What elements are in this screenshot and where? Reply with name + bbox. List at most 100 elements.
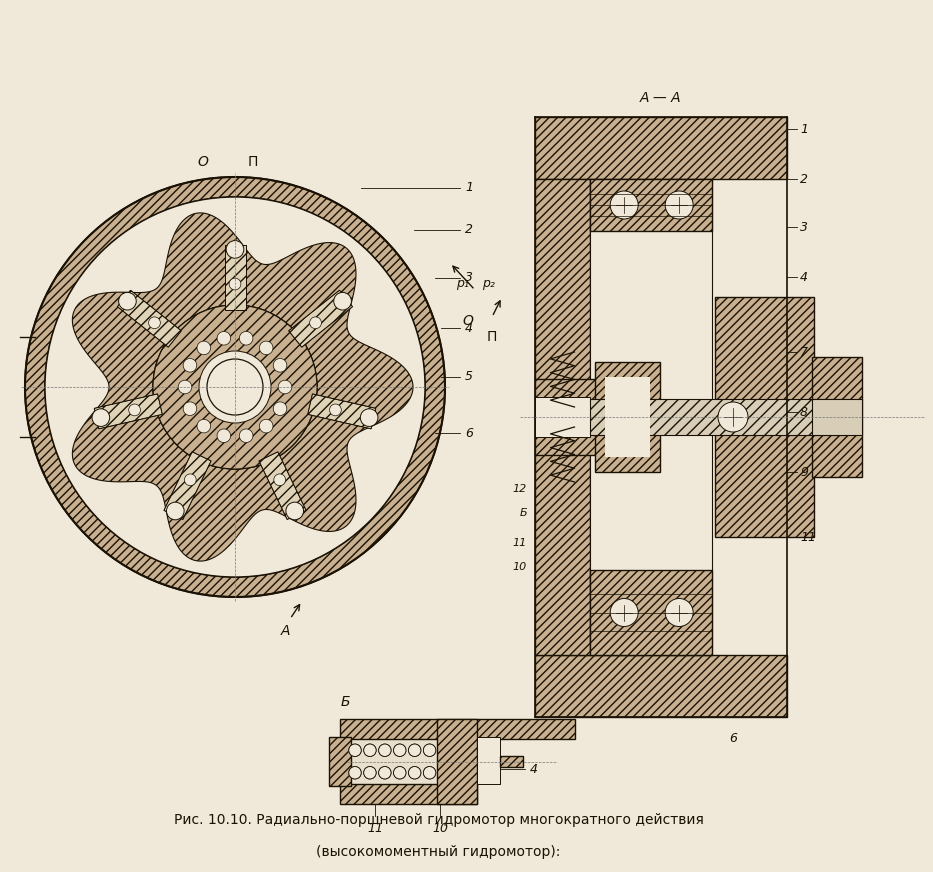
- Circle shape: [334, 292, 352, 310]
- Circle shape: [665, 598, 693, 626]
- Circle shape: [349, 766, 361, 779]
- Circle shape: [718, 402, 748, 432]
- Circle shape: [153, 305, 317, 469]
- Circle shape: [394, 766, 406, 779]
- Circle shape: [379, 744, 391, 756]
- Bar: [605, 377, 650, 457]
- Circle shape: [166, 502, 184, 520]
- Circle shape: [424, 766, 436, 779]
- Text: 11: 11: [367, 822, 383, 835]
- Text: 1: 1: [800, 122, 808, 135]
- Bar: [715, 297, 814, 537]
- Bar: [535, 655, 787, 717]
- Circle shape: [409, 766, 421, 779]
- Circle shape: [259, 419, 273, 433]
- Text: 12: 12: [513, 484, 527, 494]
- Circle shape: [226, 241, 244, 258]
- Text: 10: 10: [432, 822, 448, 835]
- Circle shape: [379, 766, 391, 779]
- Bar: [535, 397, 590, 437]
- Text: 3: 3: [800, 221, 808, 234]
- Bar: [590, 399, 847, 435]
- Circle shape: [45, 197, 425, 577]
- Circle shape: [364, 744, 376, 756]
- Circle shape: [153, 305, 317, 469]
- Text: 4: 4: [465, 322, 473, 335]
- Circle shape: [360, 409, 378, 426]
- Text: Б: Б: [520, 508, 527, 518]
- Bar: [329, 737, 351, 786]
- Bar: [347, 739, 437, 784]
- Circle shape: [424, 744, 436, 756]
- Text: А — А: А — А: [640, 91, 682, 105]
- Text: О: О: [463, 314, 473, 328]
- Text: А: А: [280, 624, 290, 638]
- Circle shape: [394, 744, 406, 756]
- Circle shape: [364, 744, 376, 756]
- Circle shape: [409, 744, 421, 756]
- Bar: [590, 399, 847, 435]
- Circle shape: [610, 598, 638, 626]
- Text: 4: 4: [530, 762, 538, 775]
- Circle shape: [665, 191, 693, 219]
- Polygon shape: [118, 290, 181, 347]
- Bar: [340, 719, 575, 739]
- Polygon shape: [164, 452, 211, 520]
- Bar: [590, 570, 712, 655]
- Text: 2: 2: [800, 173, 808, 186]
- Circle shape: [349, 766, 361, 779]
- Polygon shape: [288, 290, 353, 347]
- Text: 1: 1: [465, 181, 473, 194]
- Bar: [812, 357, 862, 477]
- Text: 7: 7: [800, 345, 808, 358]
- Circle shape: [148, 317, 160, 329]
- Circle shape: [278, 380, 292, 394]
- Circle shape: [217, 429, 230, 443]
- Text: 6: 6: [729, 732, 737, 745]
- Bar: [477, 737, 500, 784]
- Circle shape: [329, 404, 341, 416]
- Text: (высокомоментный гидромотор):: (высокомоментный гидромотор):: [316, 845, 561, 859]
- Polygon shape: [225, 245, 245, 310]
- Polygon shape: [308, 394, 376, 429]
- Circle shape: [424, 744, 436, 756]
- Circle shape: [379, 766, 391, 779]
- Text: 3: 3: [465, 271, 473, 284]
- Bar: [340, 784, 477, 804]
- Wedge shape: [25, 177, 445, 597]
- Circle shape: [129, 404, 141, 416]
- Text: П: П: [248, 155, 258, 169]
- Circle shape: [230, 278, 241, 290]
- Circle shape: [199, 351, 271, 423]
- Circle shape: [364, 766, 376, 779]
- Circle shape: [240, 331, 253, 345]
- Circle shape: [273, 358, 286, 372]
- Circle shape: [259, 341, 273, 355]
- Text: 11: 11: [800, 530, 816, 543]
- Text: р₂: р₂: [481, 277, 494, 290]
- Circle shape: [379, 744, 391, 756]
- Text: 5: 5: [465, 370, 473, 383]
- Circle shape: [153, 305, 317, 469]
- Circle shape: [394, 766, 406, 779]
- Circle shape: [183, 358, 197, 372]
- Text: Б: Б: [341, 695, 350, 709]
- Circle shape: [424, 766, 436, 779]
- Bar: [535, 379, 615, 455]
- Polygon shape: [94, 394, 162, 429]
- Text: П: П: [487, 330, 497, 344]
- Text: 10: 10: [513, 562, 527, 572]
- Circle shape: [92, 409, 110, 426]
- Text: 2: 2: [465, 223, 473, 236]
- Text: 8: 8: [800, 405, 808, 419]
- Circle shape: [185, 473, 196, 486]
- Bar: [590, 179, 712, 655]
- Text: Рис. 10.10. Радиально-поршневой гидромотор многократного действия: Рис. 10.10. Радиально-поршневой гидромот…: [174, 813, 703, 827]
- Circle shape: [207, 359, 263, 415]
- Circle shape: [285, 502, 303, 520]
- Bar: [590, 179, 712, 231]
- Polygon shape: [259, 452, 306, 520]
- Text: 4: 4: [800, 270, 808, 283]
- Circle shape: [349, 744, 361, 756]
- Circle shape: [178, 380, 192, 394]
